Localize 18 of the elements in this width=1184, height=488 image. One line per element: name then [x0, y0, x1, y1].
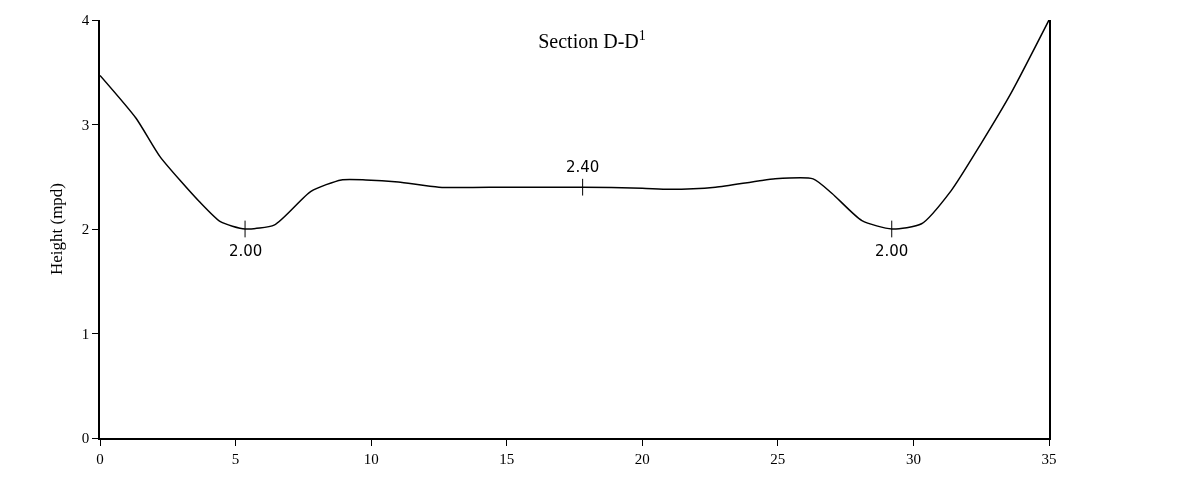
x-tick-label: 25: [770, 450, 786, 467]
x-tick-label: 20: [634, 450, 650, 467]
annotation: 2.00: [229, 242, 263, 260]
y-tick-label: 2: [81, 221, 90, 238]
x-tick-label: 5: [231, 450, 240, 467]
x-tick-label: 35: [1041, 450, 1057, 467]
y-tick-label: 4: [81, 12, 90, 29]
y-tick-label: 0: [81, 430, 90, 447]
y-axis-title: Height (mpd): [46, 182, 66, 276]
x-tick-label: 30: [905, 450, 921, 467]
x-tick-label: 0: [96, 450, 104, 467]
y-tick-label: 3: [81, 116, 90, 133]
y-tick-label: 1: [81, 325, 90, 342]
annotation: 2.40: [566, 158, 600, 176]
x-tick-label: 15: [499, 450, 515, 467]
annotation: 2.00: [875, 242, 909, 260]
x-tick-label: 10: [363, 450, 379, 467]
chart-title: Section D-D$^{1}$: [538, 27, 646, 53]
